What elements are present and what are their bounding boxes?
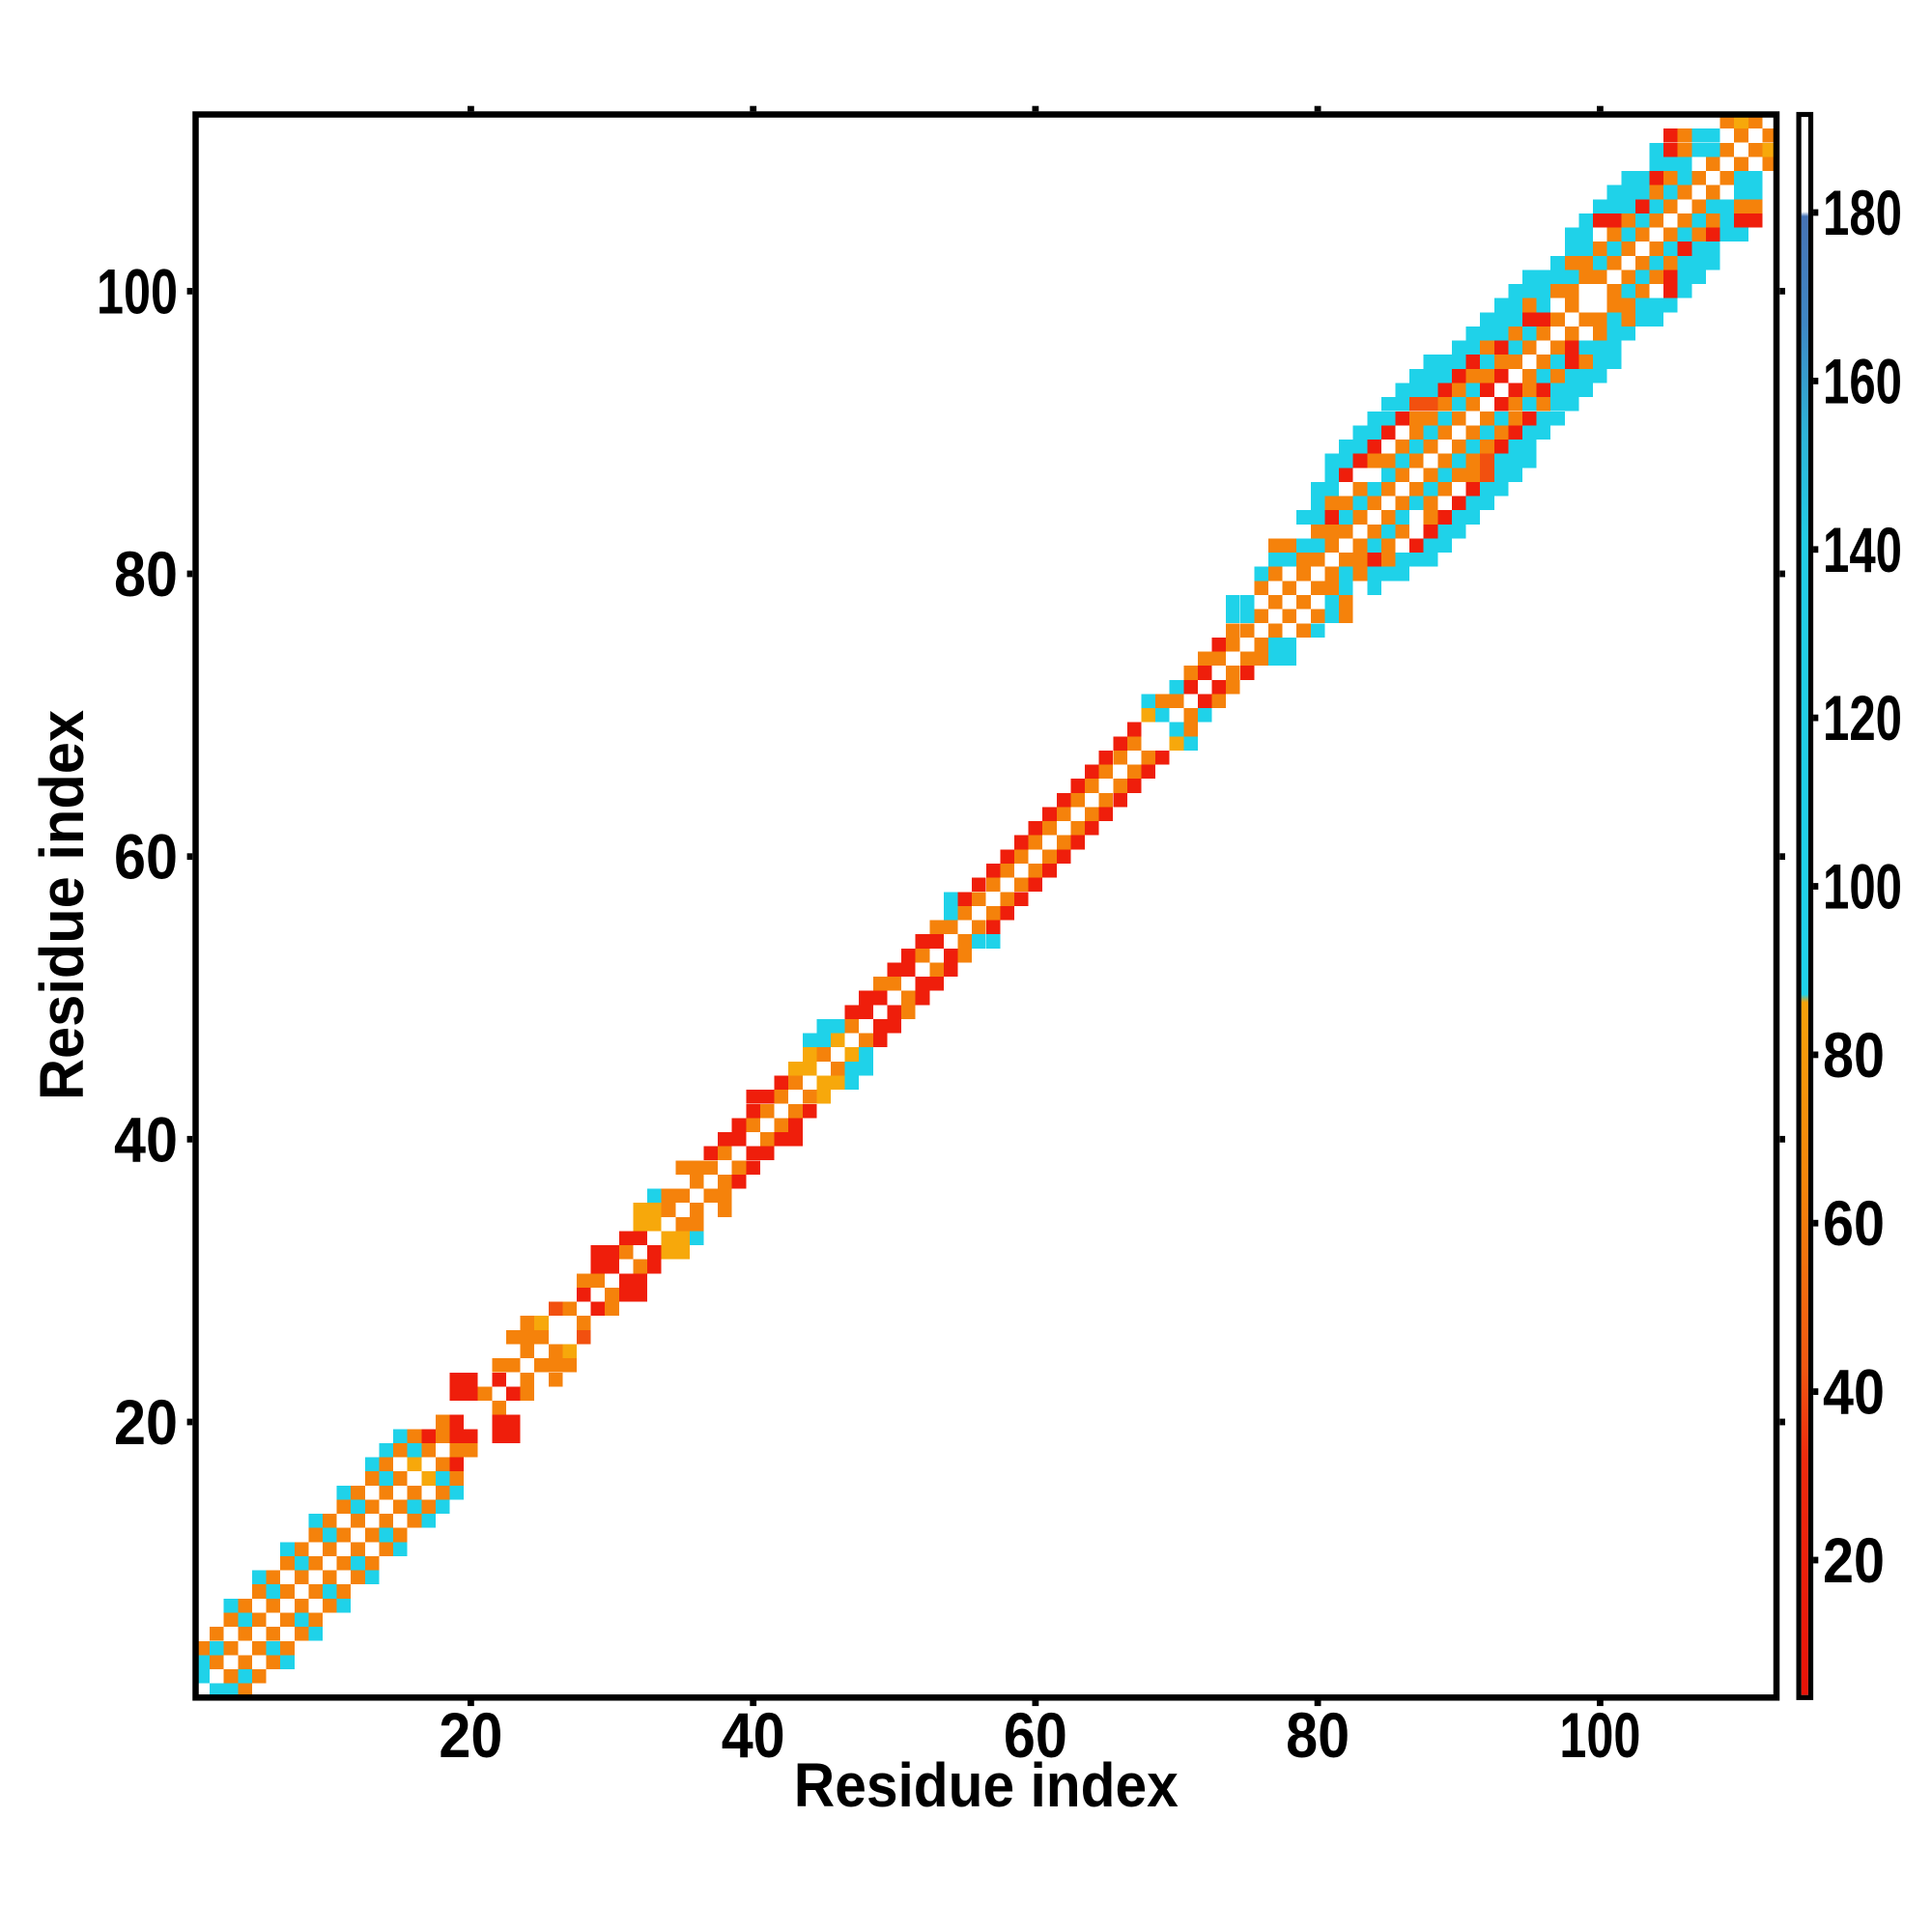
svg-text:140: 140 (1823, 514, 1902, 585)
svg-text:40: 40 (114, 1103, 178, 1175)
svg-text:80: 80 (1286, 1699, 1350, 1771)
svg-text:40: 40 (1823, 1356, 1885, 1428)
svg-text:100: 100 (1559, 1699, 1640, 1771)
svg-text:100: 100 (97, 255, 178, 327)
svg-text:20: 20 (114, 1386, 178, 1458)
svg-text:160: 160 (1823, 345, 1902, 416)
svg-text:80: 80 (1823, 1019, 1885, 1091)
svg-text:Residue index: Residue index (794, 1750, 1179, 1820)
svg-text:Residue index: Residue index (27, 710, 97, 1100)
svg-text:100: 100 (1823, 851, 1902, 923)
svg-text:80: 80 (114, 538, 178, 610)
svg-text:20: 20 (1823, 1524, 1885, 1596)
svg-text:20: 20 (439, 1699, 502, 1771)
svg-text:60: 60 (114, 821, 178, 893)
svg-text:40: 40 (722, 1699, 785, 1771)
svg-text:60: 60 (1004, 1699, 1067, 1771)
svg-text:120: 120 (1823, 682, 1902, 753)
svg-text:180: 180 (1823, 177, 1902, 248)
svg-text:60: 60 (1823, 1187, 1885, 1259)
